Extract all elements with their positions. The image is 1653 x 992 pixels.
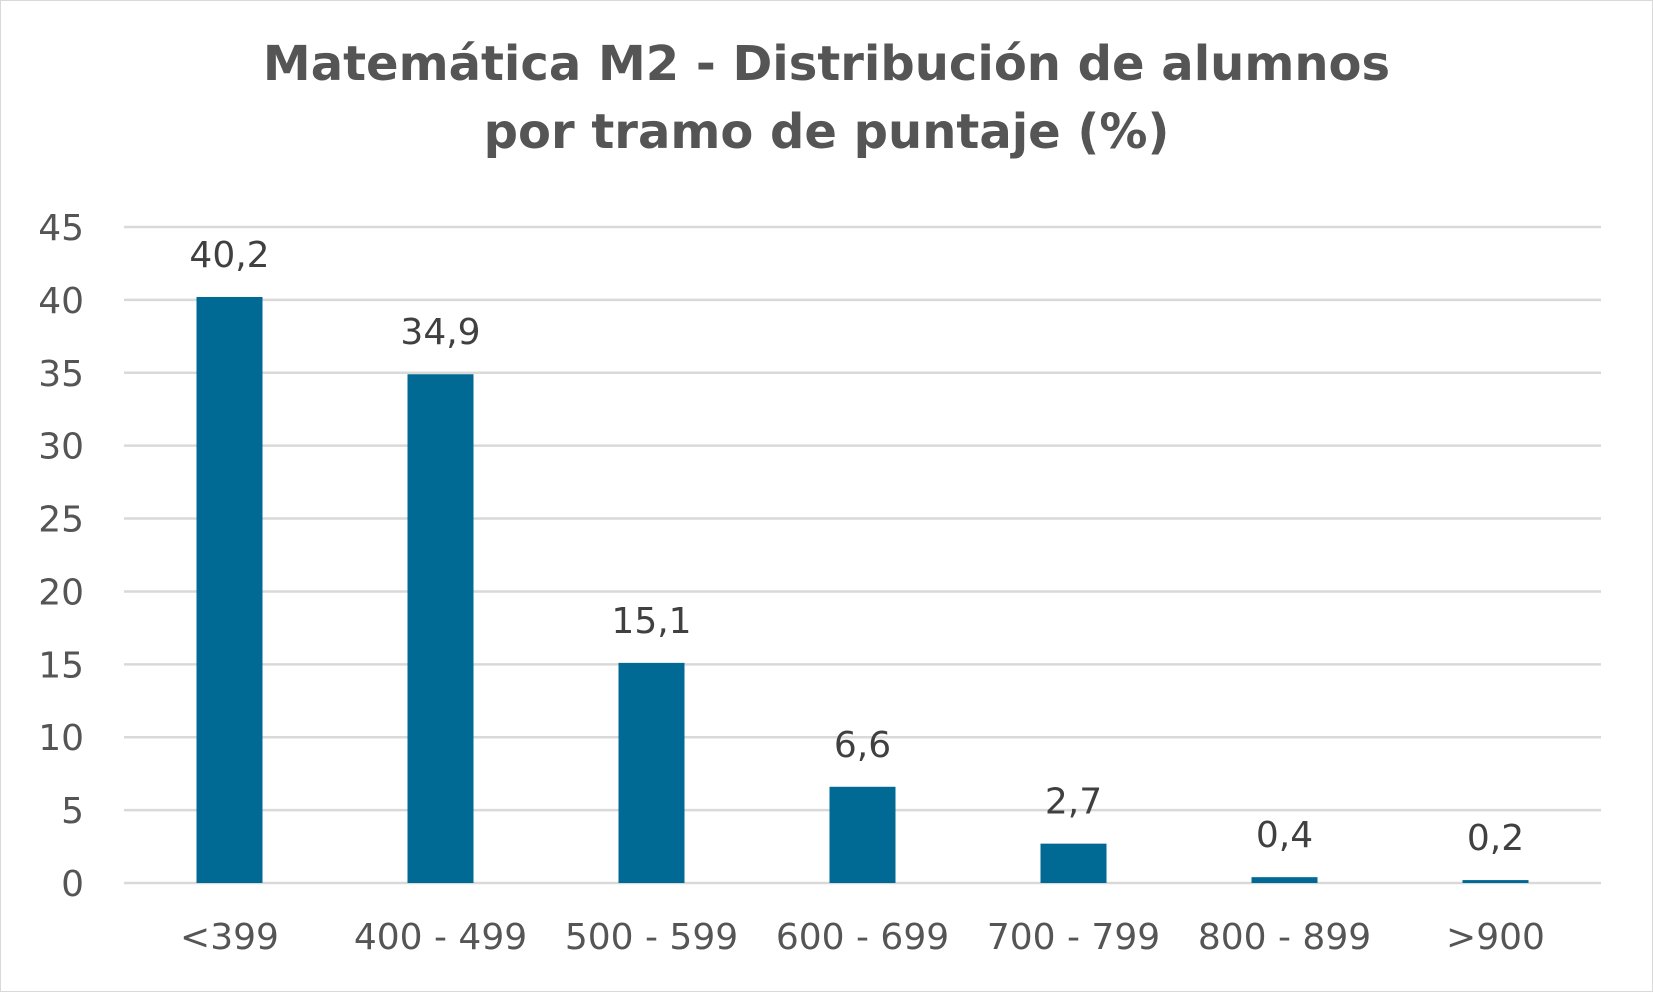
bar [196, 296, 263, 883]
y-tick-label: 20 [38, 572, 84, 613]
bar [1251, 877, 1318, 883]
x-category-label: 800 - 899 [1198, 917, 1371, 958]
chart-title: Matemática M2 - Distribución de alumnos … [0, 30, 1653, 166]
gridlines [124, 225, 1601, 885]
x-category-label: 600 - 699 [776, 917, 949, 958]
x-category-label: 500 - 599 [565, 917, 738, 958]
chart-title-line-1: Matemática M2 - Distribución de alumnos [262, 36, 1391, 92]
y-tick-label: 25 [38, 500, 84, 541]
chart-title-line-2: por tramo de puntaje (%) [483, 104, 1170, 160]
x-axis-categories: <399 400 - 499 500 - 599 600 - 699 700 - 799… [180, 917, 1545, 958]
x-category-label: >900 [1446, 917, 1545, 958]
bar [618, 662, 685, 883]
bars [196, 296, 1529, 883]
x-category-label: 400 - 499 [354, 917, 527, 958]
y-tick-label: 40 [38, 281, 84, 322]
bar [407, 374, 474, 883]
x-category-label: 700 - 799 [987, 917, 1160, 958]
data-label: 15,1 [611, 601, 691, 642]
bar [1040, 843, 1107, 883]
data-label: 6,6 [834, 725, 891, 766]
y-tick-label: 15 [38, 645, 84, 686]
data-labels: 40,2 34,9 15,1 6,6 2,7 0,4 0,2 [189, 235, 1524, 859]
bar [1462, 880, 1529, 883]
data-label: 2,7 [1045, 782, 1102, 823]
bar [829, 786, 896, 883]
y-axis-ticks: 0 5 10 15 20 25 30 35 40 45 [38, 208, 84, 905]
y-tick-label: 5 [61, 791, 84, 832]
y-tick-label: 45 [38, 208, 84, 249]
y-tick-label: 10 [38, 718, 84, 759]
y-tick-label: 0 [61, 864, 84, 905]
data-label: 34,9 [400, 312, 480, 353]
data-label: 40,2 [189, 235, 269, 276]
data-label: 0,4 [1256, 815, 1313, 856]
y-tick-label: 35 [38, 354, 84, 395]
y-tick-label: 30 [38, 427, 84, 468]
data-label: 0,2 [1467, 818, 1524, 859]
x-category-label: <399 [180, 917, 279, 958]
